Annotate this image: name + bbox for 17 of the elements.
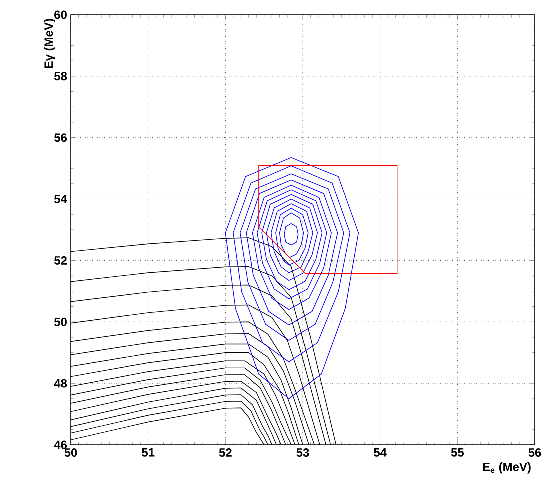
x-tick-label: 55 [451, 448, 464, 457]
y-tick-label: 60 [54, 10, 67, 20]
x-tick-label: 54 [374, 448, 387, 457]
x-axis-title: E$_{e}$ (MeV) [483, 462, 531, 474]
x-tick-label: 56 [528, 448, 542, 458]
y-tick-label: 48 [54, 379, 68, 388]
y-tick-label: 54 [54, 195, 68, 204]
y-tick-label: 46 [54, 440, 68, 450]
y-tick-label: 58 [54, 72, 68, 81]
y-tick-label: 52 [54, 256, 67, 265]
y-tick-label: 56 [54, 134, 68, 142]
x-tick-label: 51 [142, 448, 155, 457]
y-tick-label: 50 [54, 318, 67, 326]
x-tick-label: 53 [296, 448, 310, 458]
x-tick-label: 50 [64, 448, 78, 458]
y-axis-title: Eγ (MeV) [44, 19, 56, 68]
x-tick-label: 52 [219, 448, 232, 458]
